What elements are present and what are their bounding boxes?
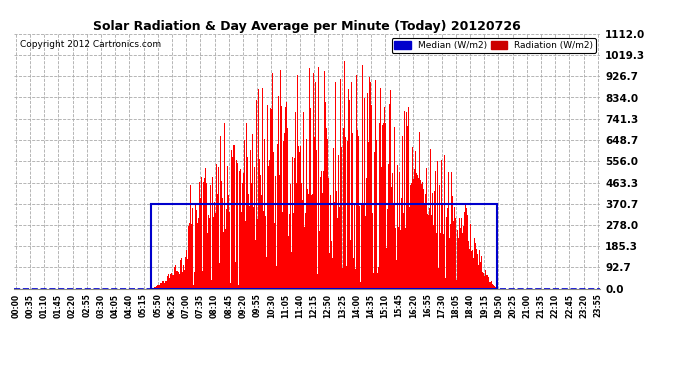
Bar (151, 204, 497, 289)
Title: Solar Radiation & Day Average per Minute (Today) 20120726: Solar Radiation & Day Average per Minute… (93, 20, 521, 33)
Legend: Median (W/m2), Radiation (W/m2): Median (W/m2), Radiation (W/m2) (392, 38, 595, 53)
Text: Copyright 2012 Cartronics.com: Copyright 2012 Cartronics.com (19, 40, 161, 49)
